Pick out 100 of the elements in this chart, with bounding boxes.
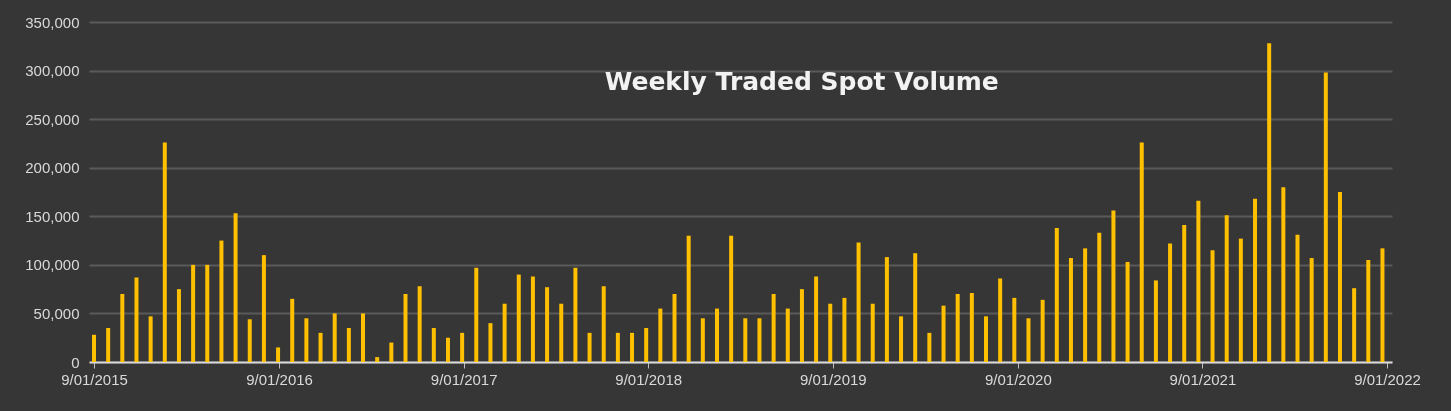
bar <box>375 357 380 362</box>
bar <box>799 289 804 362</box>
bar <box>686 235 691 362</box>
bar <box>445 337 450 362</box>
bar <box>1337 192 1342 362</box>
bar <box>530 276 535 362</box>
bar <box>1295 234 1300 362</box>
bar <box>346 328 351 362</box>
bar <box>559 303 564 362</box>
bar <box>884 257 889 362</box>
bar <box>1196 200 1201 362</box>
bar <box>1125 261 1130 362</box>
bar <box>1309 258 1314 362</box>
bar <box>1366 260 1371 362</box>
bar <box>828 303 833 362</box>
bar <box>361 313 366 362</box>
y-tick-label: 150,000 <box>25 207 80 225</box>
bar <box>488 323 493 362</box>
x-tick-label: 9/01/2018 <box>615 370 683 388</box>
x-tick-label: 9/01/2019 <box>799 370 867 388</box>
bar <box>1012 297 1017 362</box>
bar <box>1168 243 1173 362</box>
bar <box>941 305 946 362</box>
bar <box>1026 318 1031 362</box>
bar <box>545 287 550 362</box>
bar <box>743 318 748 362</box>
bar <box>191 264 196 362</box>
bar <box>1097 232 1102 362</box>
bar <box>658 308 663 362</box>
x-tick-label: 9/01/2022 <box>1354 370 1421 388</box>
bar <box>1380 248 1385 362</box>
bar <box>502 303 507 362</box>
y-tick-label: 350,000 <box>25 13 80 31</box>
bar <box>1111 210 1116 362</box>
bar <box>1040 299 1045 362</box>
bar <box>969 293 974 362</box>
bar <box>219 240 224 362</box>
bar <box>460 332 465 362</box>
bar <box>984 316 988 362</box>
bar <box>1238 238 1243 362</box>
bar <box>1083 248 1088 362</box>
bar <box>403 294 408 362</box>
bar <box>1281 187 1286 362</box>
bar <box>1139 142 1144 362</box>
x-tick-label: 9/01/2015 <box>61 370 128 388</box>
bar <box>1182 225 1187 362</box>
bar <box>1323 72 1328 362</box>
bar <box>785 308 790 362</box>
bar <box>729 235 734 362</box>
bar <box>1267 43 1272 362</box>
x-tick-label: 9/01/2021 <box>1169 370 1237 388</box>
bar <box>516 274 521 362</box>
bar <box>92 334 96 362</box>
bar <box>120 294 125 362</box>
bar <box>389 342 394 362</box>
bar <box>644 328 649 362</box>
bar <box>615 332 620 362</box>
bar <box>247 319 252 362</box>
x-tick-label: 9/01/2020 <box>984 370 1052 388</box>
bar <box>417 286 422 362</box>
bar <box>899 316 904 362</box>
bar <box>927 332 932 362</box>
bar <box>1054 227 1059 362</box>
bar <box>955 294 960 362</box>
bar <box>233 213 238 362</box>
bar <box>1352 288 1357 362</box>
bar <box>913 253 918 362</box>
bar <box>630 332 635 362</box>
text: Weekly Traded Spot Volume <box>604 67 999 96</box>
bar <box>757 318 762 362</box>
bar <box>205 264 210 362</box>
bar <box>870 303 875 362</box>
bar <box>842 297 847 362</box>
bar <box>587 332 592 362</box>
y-tick-label: 0 <box>71 353 80 371</box>
bar <box>148 316 153 362</box>
y-tick-label: 200,000 <box>25 159 80 177</box>
bar <box>1224 215 1229 362</box>
y-tick-label: 50,000 <box>33 304 80 322</box>
bar <box>1068 258 1073 362</box>
bar <box>714 308 719 362</box>
bar <box>176 289 181 362</box>
bar <box>814 276 819 362</box>
bar <box>601 286 606 362</box>
bar <box>856 242 861 362</box>
bar <box>304 318 309 362</box>
bar <box>332 313 337 362</box>
bar <box>573 267 578 362</box>
y-tick-label: 250,000 <box>25 110 80 128</box>
bar <box>1210 250 1215 362</box>
x-tick-label: 9/01/2016 <box>246 370 313 388</box>
bar <box>700 318 705 362</box>
bar <box>290 298 295 362</box>
bar <box>474 267 479 362</box>
y-tick-label: 300,000 <box>25 62 80 80</box>
bar <box>261 255 266 362</box>
bar <box>998 278 1003 362</box>
bar <box>1153 280 1158 362</box>
bar <box>1253 198 1258 362</box>
bar <box>276 347 281 362</box>
